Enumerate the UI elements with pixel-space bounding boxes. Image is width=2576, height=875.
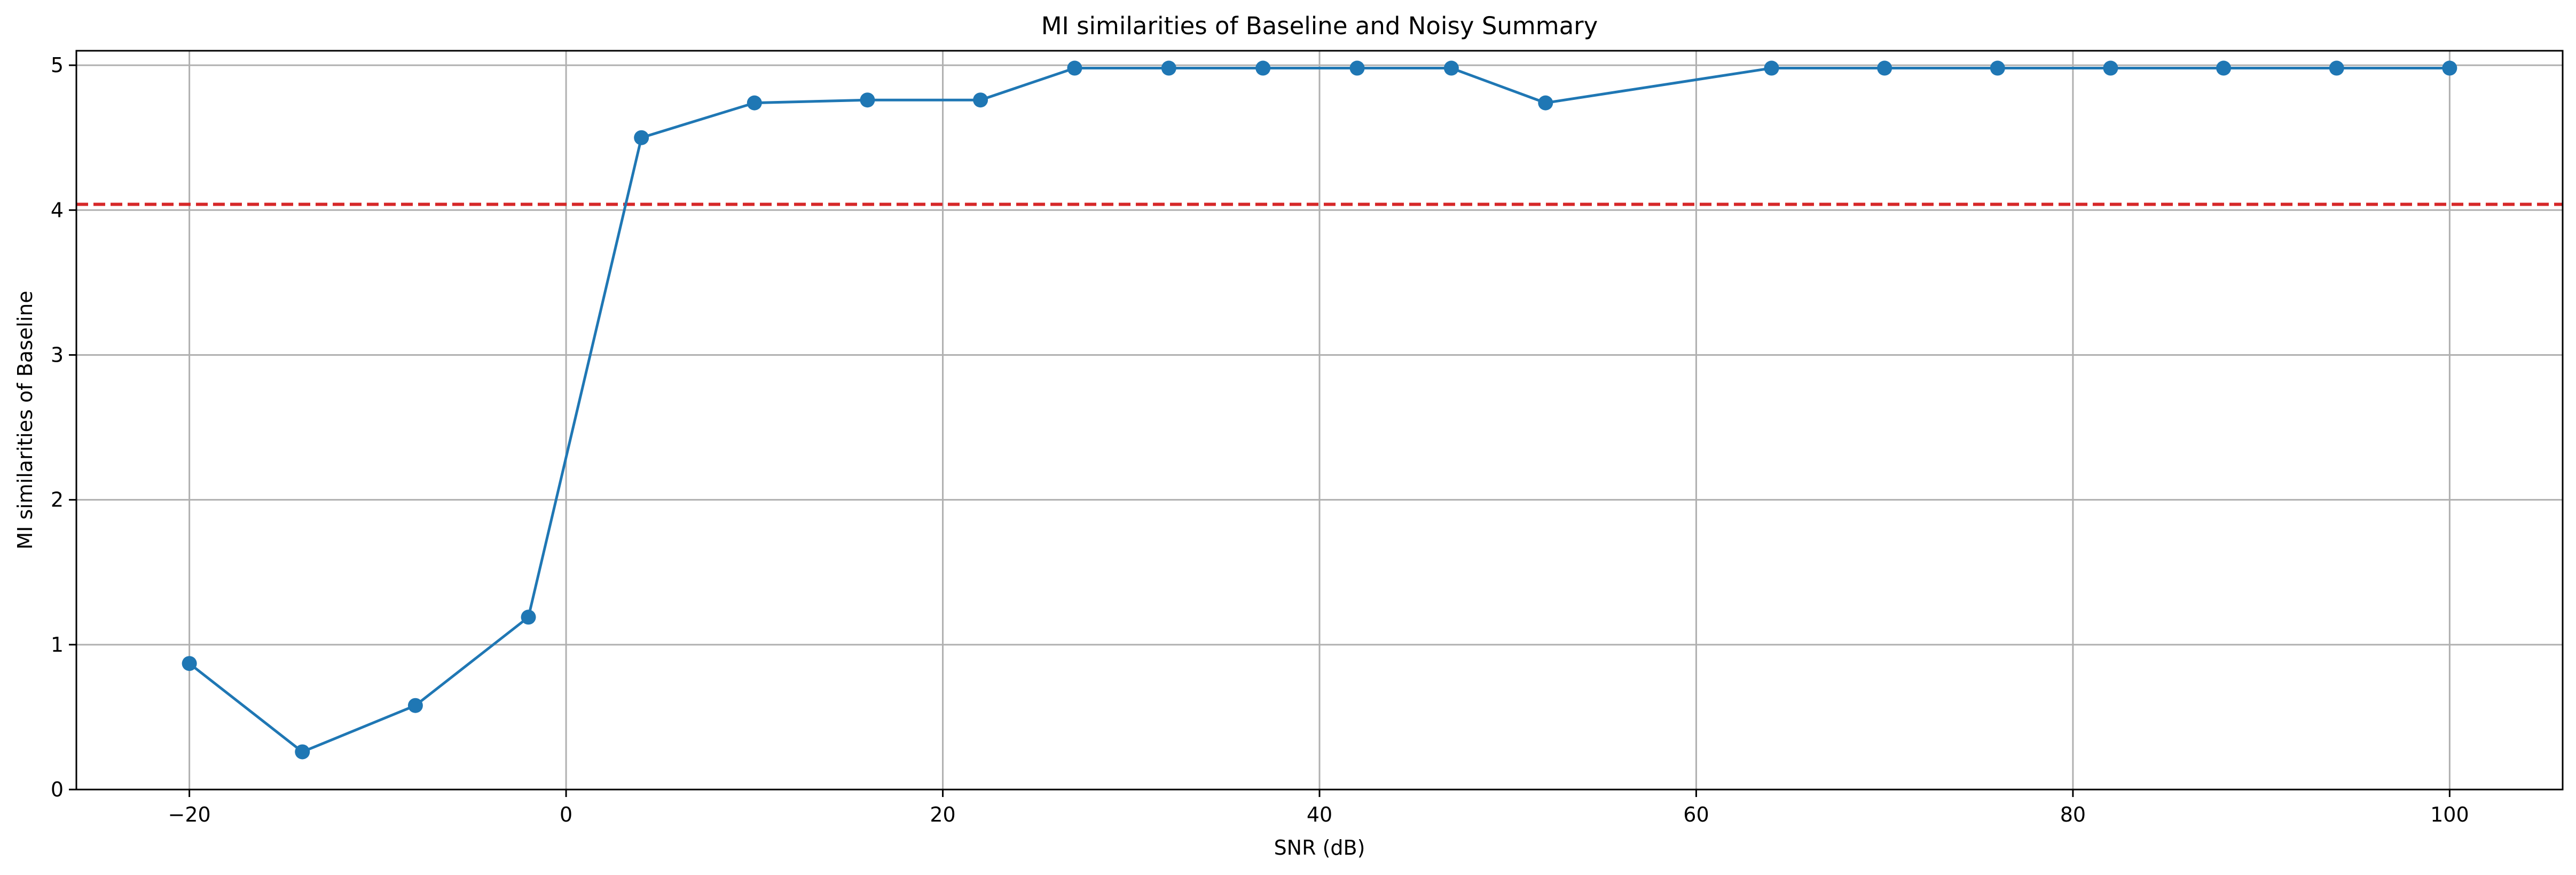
y-tick-label: 1 [51,633,64,657]
x-tick-label: −20 [168,803,211,826]
x-tick-label: 40 [1307,803,1332,826]
data-point [295,744,310,760]
x-axis-label: SNR (dB) [1274,836,1365,860]
data-point [1349,60,1365,76]
x-tick-label: 60 [1683,803,1709,826]
data-point [1067,60,1082,76]
data-point [1538,95,1553,111]
data-point [2329,60,2344,76]
data-point [860,92,875,108]
data-point [747,95,762,111]
x-tick-label: 20 [930,803,955,826]
y-tick-label: 2 [51,488,64,512]
data-point [1764,60,1779,76]
y-tick-label: 5 [51,53,64,77]
y-tick-label: 4 [51,198,64,222]
y-axis-label: MI similarities of Baseline [13,291,37,550]
data-point [2103,60,2118,76]
data-point [1161,60,1176,76]
data-point [1877,60,1892,76]
data-point [1443,60,1459,76]
y-tick-label: 3 [51,343,64,366]
data-point [2216,60,2232,76]
data-point [634,130,649,145]
x-tick-label: 0 [560,803,572,826]
data-point [2442,60,2457,76]
data-point [407,698,423,713]
data-point [1990,60,2005,76]
data-point [182,656,197,671]
series-layer [182,60,2457,760]
grid [76,51,2563,791]
ticks: −20 0 20 40 60 80 100 0 1 2 3 4 5 [51,53,2469,826]
data-point [521,610,536,625]
data-point [1255,60,1271,76]
y-tick-label: 0 [51,778,64,801]
chart-title: MI similarities of Baseline and Noisy Su… [1041,12,1598,40]
x-tick-label: 80 [2060,803,2086,826]
x-tick-label: 100 [2430,803,2469,826]
data-point [973,92,988,108]
